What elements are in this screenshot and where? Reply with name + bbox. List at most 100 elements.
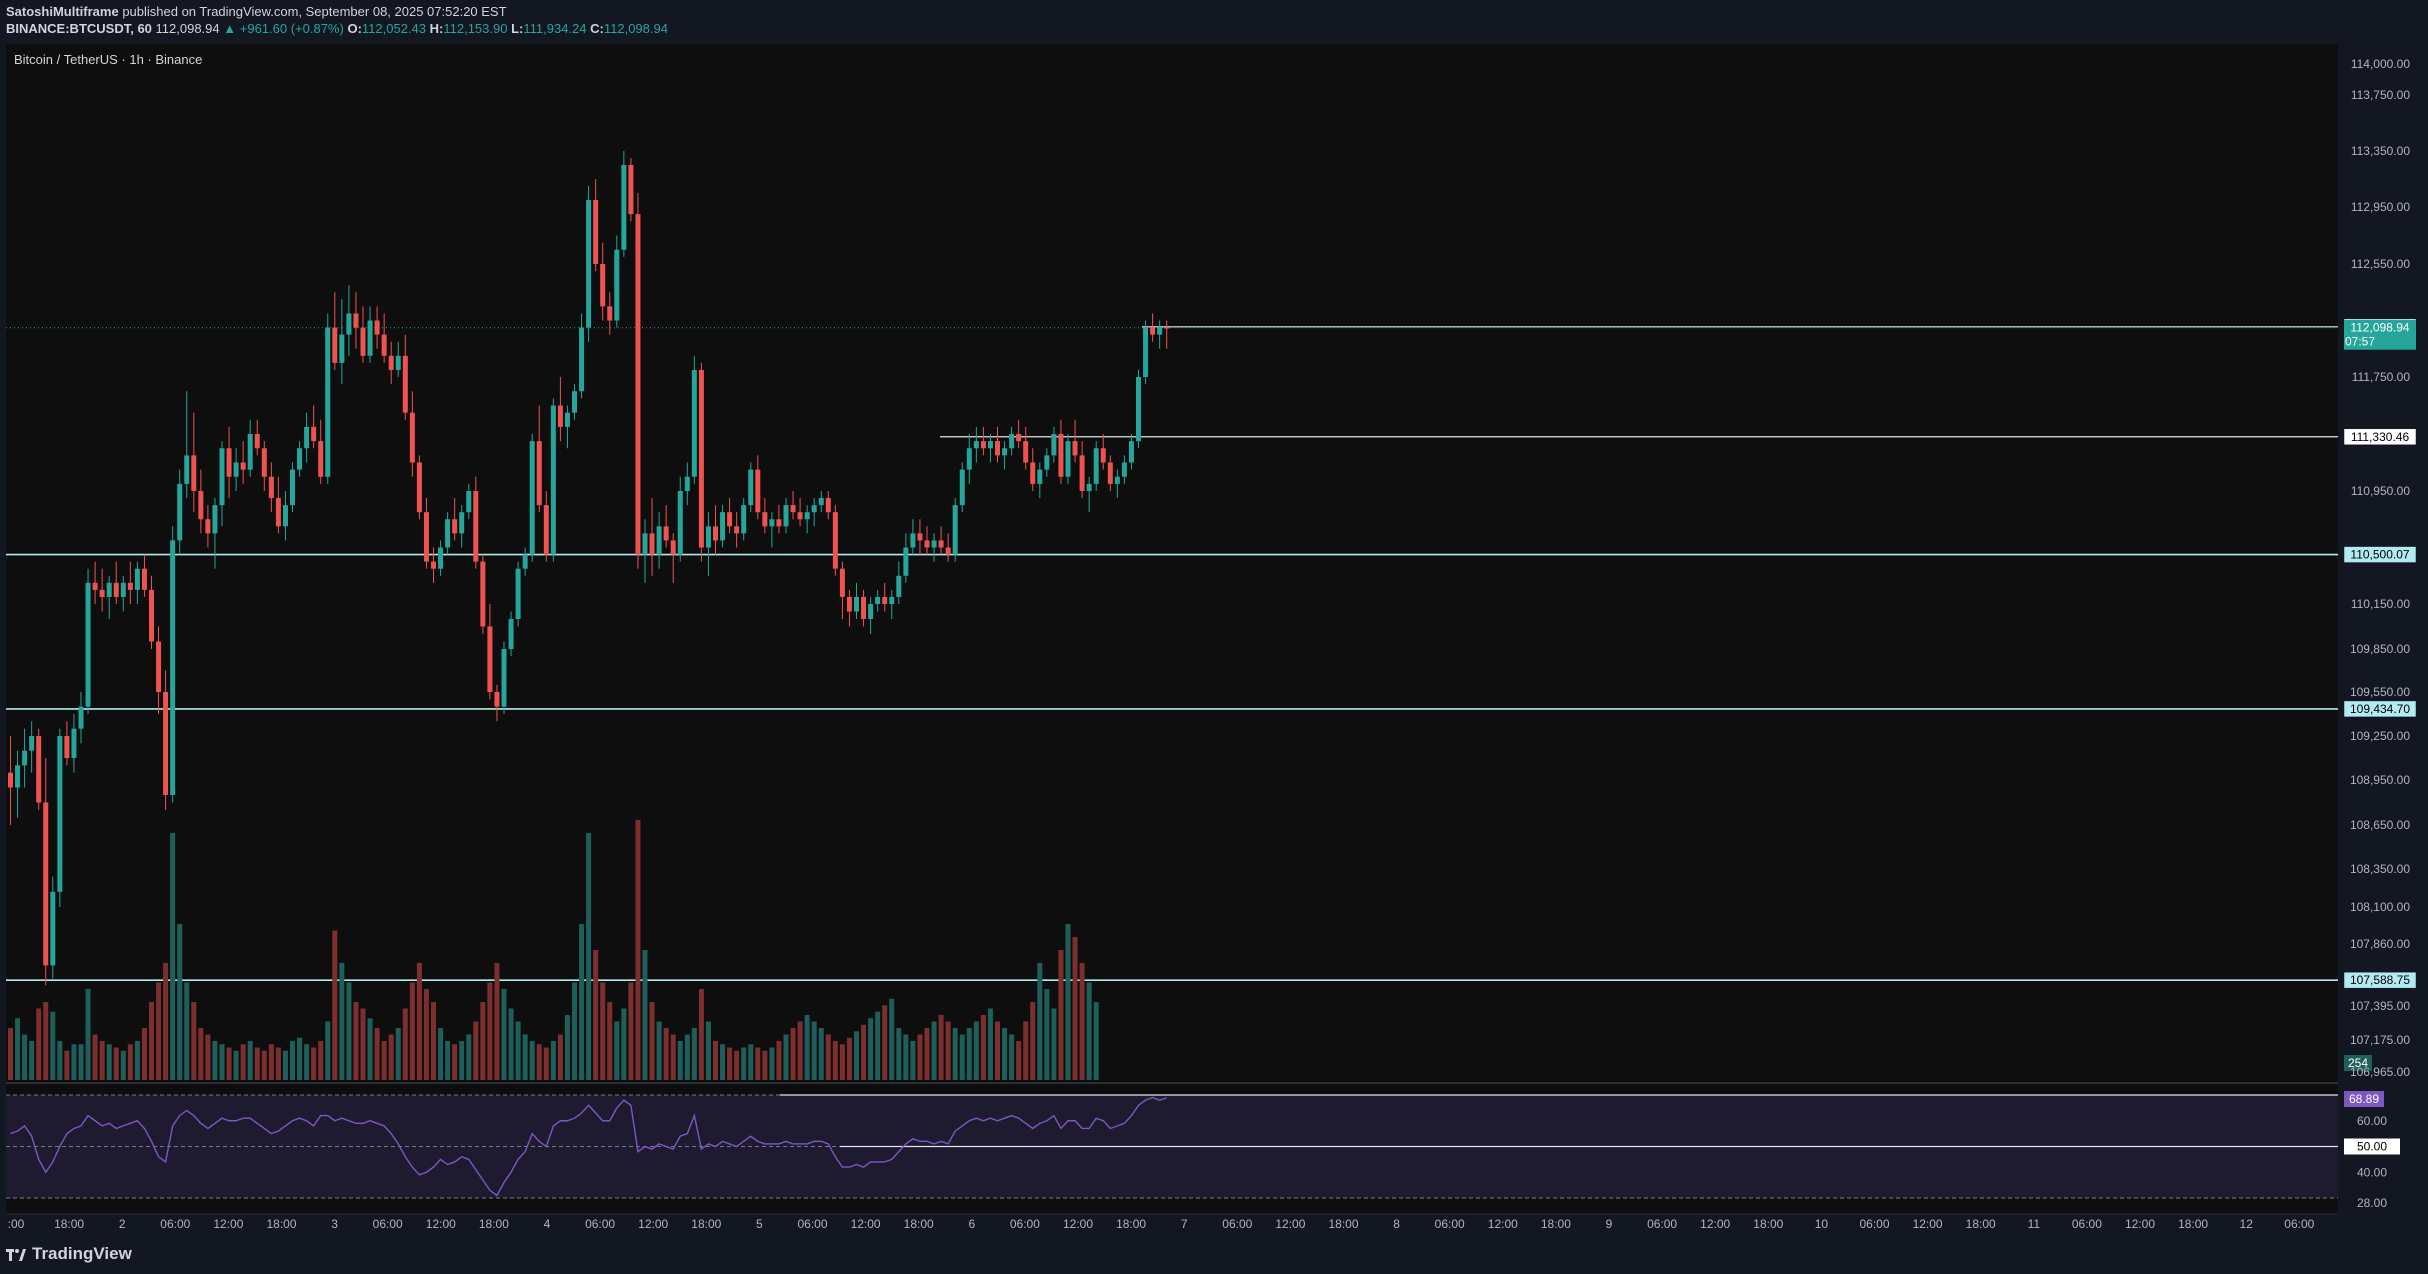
volume-bar: [804, 1015, 810, 1080]
candle-body: [1030, 462, 1036, 484]
level-price-box: [2343, 428, 2417, 446]
volume-bar: [522, 1034, 528, 1080]
candle-body: [1157, 327, 1163, 335]
candle-body: [409, 412, 415, 463]
candle-body: [381, 334, 387, 356]
volume-bar: [163, 963, 169, 1080]
candle-body: [811, 505, 817, 513]
candle-body: [395, 355, 401, 370]
brand-name: TradingView: [32, 1244, 132, 1263]
last-price-label: 112,098.94: [2350, 321, 2409, 335]
volume-bar: [924, 1028, 930, 1080]
price-tick-label: 110,950.00: [2351, 484, 2410, 498]
volume-bar: [593, 950, 599, 1080]
volume-bar: [959, 1034, 965, 1080]
volume-bar: [755, 1047, 761, 1080]
candle-body: [896, 575, 902, 597]
time-tick-label: 12:00: [851, 1217, 881, 1231]
publish-header: SatoshiMultiframe published on TradingVi…: [0, 0, 2428, 42]
author-line: SatoshiMultiframe published on TradingVi…: [6, 3, 507, 21]
candle-body: [402, 355, 408, 413]
time-tick-label: 12: [2240, 1217, 2254, 1231]
candle-body: [247, 434, 253, 470]
candle-body: [1072, 441, 1078, 456]
volume-bar: [205, 1034, 211, 1080]
candle-body: [268, 476, 274, 499]
time-tick-label: 06:00: [1435, 1217, 1465, 1231]
candle-body: [106, 582, 112, 597]
time-tick-label: 18:00: [266, 1217, 296, 1231]
candle-body: [564, 412, 570, 427]
candle-body: [452, 519, 458, 534]
volume-bar: [353, 1002, 359, 1080]
volume-bar: [642, 950, 648, 1080]
candle-body: [22, 750, 28, 766]
candle-body: [1002, 448, 1008, 456]
rsi-level-label: 50.00: [2357, 1140, 2387, 1154]
time-tick-label: 06:00: [1222, 1217, 1252, 1231]
time-axis[interactable]: :00 18:00 2 06:00 12:00 18:00 3 06:00 12:00 18:00…: [6, 1213, 2338, 1231]
volume-bar: [868, 1018, 874, 1080]
volume-bar: [854, 1031, 859, 1080]
candle-body: [572, 391, 577, 413]
volume-bar: [839, 1044, 845, 1080]
chart-pane: [6, 44, 2338, 1214]
candle-body: [360, 327, 366, 356]
candle-body: [487, 626, 493, 692]
candle-body: [1065, 441, 1071, 477]
volume-bar: [748, 1044, 754, 1080]
candle-body: [339, 334, 345, 363]
candle-body: [705, 526, 711, 548]
candle-body: [149, 589, 154, 642]
volume-bar: [508, 1008, 514, 1080]
volume-bar: [586, 833, 592, 1080]
candle-body: [910, 533, 916, 548]
volume-bar: [550, 1041, 556, 1080]
volume-bar: [783, 1034, 789, 1080]
price-tick-label: 109,850.00: [2350, 642, 2410, 656]
volume-bar: [529, 1041, 535, 1080]
candle-body: [952, 505, 958, 555]
tradingview-logo[interactable]: TradingView: [6, 1244, 132, 1264]
volume-bar: [635, 820, 641, 1080]
volume-bar: [790, 1028, 796, 1080]
volume-bar: [346, 982, 352, 1080]
candle-body: [818, 498, 824, 506]
volume-bar: [212, 1041, 218, 1080]
volume-bar: [282, 1050, 288, 1080]
candle-body: [501, 649, 507, 707]
price-axis[interactable]: 114,000.00 113,750.00 113,350.00 112,950.00…: [2350, 57, 2410, 1079]
candle-body: [980, 441, 986, 449]
volume-bar: [938, 1015, 944, 1080]
author-name[interactable]: SatoshiMultiframe: [6, 4, 119, 19]
volume-bar: [734, 1050, 740, 1080]
time-tick-label: 6: [968, 1217, 975, 1231]
candle-body: [586, 200, 592, 328]
volume-bar: [579, 924, 585, 1080]
price-tick-label: 108,950.00: [2350, 773, 2410, 787]
candle-body: [790, 505, 796, 513]
candle-body: [882, 596, 888, 604]
volume-bar: [995, 1021, 1000, 1080]
volume-bar: [515, 1021, 521, 1080]
volume-bar: [494, 963, 500, 1080]
candle-body: [1079, 455, 1085, 491]
candle-body: [959, 469, 965, 506]
volume-bar: [459, 1041, 465, 1080]
candle-body: [297, 448, 303, 470]
volume-bar: [50, 1011, 56, 1080]
candle-body: [1009, 434, 1015, 449]
candles: [8, 151, 1170, 986]
high-label: H:: [429, 21, 444, 36]
candle-body: [691, 369, 697, 477]
volume-bar: [57, 1041, 63, 1080]
tradingview-icon: [6, 1248, 26, 1261]
candle-body: [635, 214, 641, 555]
time-tick-label: 06:00: [1647, 1217, 1677, 1231]
level-price-label: 111,330.46: [2351, 430, 2410, 444]
volume-bar: [8, 1028, 13, 1080]
candle-body: [755, 469, 761, 513]
volume-bar: [120, 1050, 126, 1080]
price-tick-label: 112,550.00: [2351, 257, 2410, 271]
